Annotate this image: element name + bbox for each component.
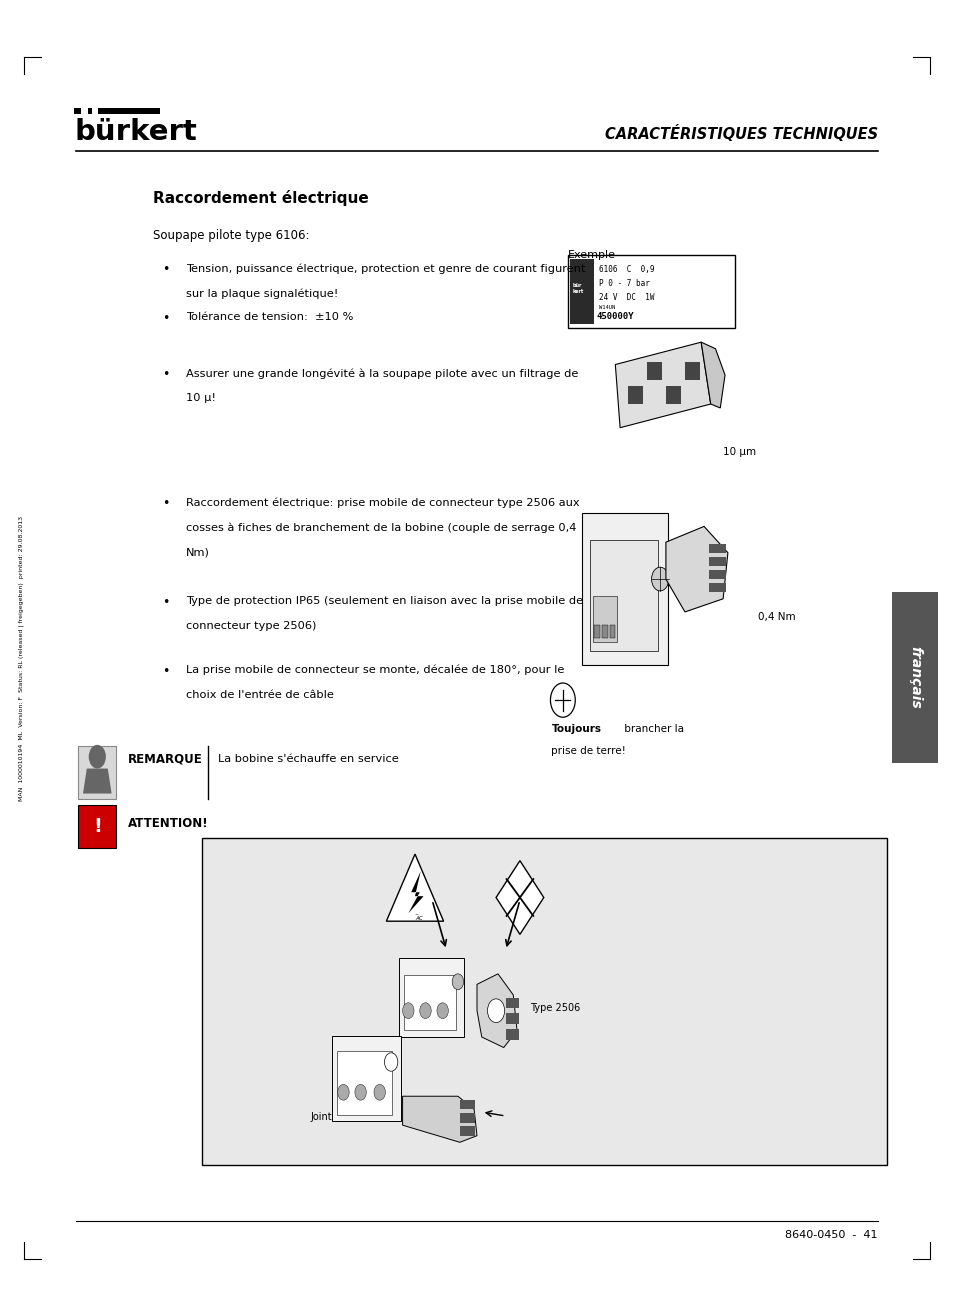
Text: REMARQUE: REMARQUE: [128, 753, 202, 766]
Text: Type 2506: Type 2506: [530, 1003, 580, 1013]
Text: Raccordement électrique: Raccordement électrique: [152, 190, 368, 205]
Text: 24 V  DC  1W: 24 V DC 1W: [598, 293, 654, 303]
Bar: [81, 108, 88, 114]
Text: ~: ~: [415, 912, 418, 917]
Circle shape: [452, 974, 463, 990]
Text: !: !: [92, 817, 102, 836]
Text: 10 µ!: 10 µ!: [186, 393, 215, 404]
Bar: [398, 958, 463, 1037]
Polygon shape: [665, 526, 727, 612]
Text: Raccordement électrique: prise mobile de connecteur type 2506 aux: Raccordement électrique: prise mobile de…: [186, 497, 579, 508]
Text: connecteur type 2506): connecteur type 2506): [186, 621, 316, 632]
Circle shape: [651, 567, 668, 591]
Text: •: •: [162, 368, 170, 382]
Text: français: français: [907, 646, 921, 709]
Bar: [91, 108, 98, 114]
Text: AC: AC: [415, 916, 422, 921]
Text: 10 µm: 10 µm: [722, 447, 756, 458]
Bar: [646, 362, 661, 380]
Bar: [708, 583, 725, 592]
Bar: [459, 1100, 475, 1109]
Circle shape: [89, 745, 106, 769]
Bar: [459, 1113, 475, 1123]
Text: Soupape pilote type 6106:: Soupape pilote type 6106:: [152, 229, 309, 242]
Text: P 0 - 7 bar: P 0 - 7 bar: [598, 279, 649, 288]
Bar: [609, 625, 615, 638]
Bar: [601, 625, 607, 638]
Text: MAN  1000010194  ML  Version: F  Status: RL (released | freigegeben)  printed: 2: MAN 1000010194 ML Version: F Status: RL …: [18, 516, 24, 800]
Circle shape: [402, 1003, 414, 1019]
Polygon shape: [386, 854, 443, 921]
Text: 6106  C  0,9: 6106 C 0,9: [598, 265, 654, 274]
Text: Tolérance de tension:  ±10 %: Tolérance de tension: ±10 %: [186, 312, 353, 322]
Bar: [891, 592, 937, 763]
Text: 8640-0450  -  41: 8640-0450 - 41: [784, 1229, 877, 1240]
Bar: [74, 108, 160, 114]
Text: Type de protection IP65 (seulement en liaison avec la prise mobile de: Type de protection IP65 (seulement en li…: [186, 596, 582, 607]
Text: ATTENTION!: ATTENTION!: [128, 817, 209, 830]
Text: bürkert: bürkert: [74, 118, 197, 146]
Text: brancher la: brancher la: [620, 724, 683, 734]
Bar: [403, 975, 456, 1030]
Polygon shape: [700, 342, 724, 408]
Text: choix de l'entrée de câble: choix de l'entrée de câble: [186, 690, 334, 700]
Bar: [78, 805, 116, 848]
Bar: [627, 386, 642, 404]
Circle shape: [337, 1084, 349, 1100]
Text: cosses à fiches de branchement de la bobine (couple de serrage 0,4: cosses à fiches de branchement de la bob…: [186, 522, 576, 533]
Text: •: •: [162, 596, 170, 609]
Polygon shape: [476, 974, 517, 1048]
Bar: [594, 625, 599, 638]
Bar: [336, 1051, 392, 1115]
Text: Nm): Nm): [186, 547, 210, 558]
Polygon shape: [402, 1096, 476, 1142]
Polygon shape: [615, 342, 710, 428]
Circle shape: [550, 683, 575, 717]
Text: sur la plaque signalétique!: sur la plaque signalétique!: [186, 288, 338, 299]
Bar: [684, 362, 700, 380]
Text: La prise mobile de connecteur se monte, décalée de 180°, pour le: La prise mobile de connecteur se monte, …: [186, 665, 564, 675]
Text: bür
kert: bür kert: [572, 283, 583, 293]
Bar: [593, 596, 617, 642]
Text: W14UN: W14UN: [598, 305, 615, 311]
Bar: [505, 998, 518, 1008]
Bar: [665, 386, 680, 404]
Text: 0,4 Nm: 0,4 Nm: [758, 612, 795, 622]
Polygon shape: [83, 769, 112, 794]
Text: La bobine s'échauffe en service: La bobine s'échauffe en service: [217, 754, 397, 765]
Text: CARACTÉRISTIQUES TECHNIQUES: CARACTÉRISTIQUES TECHNIQUES: [604, 125, 877, 142]
Bar: [78, 746, 116, 799]
Polygon shape: [408, 871, 423, 913]
Text: Joint: Joint: [310, 1112, 332, 1123]
Text: Exemple: Exemple: [567, 250, 615, 261]
Text: Assurer une grande longévité à la soupape pilote avec un filtrage de: Assurer une grande longévité à la soupap…: [186, 368, 578, 379]
Bar: [569, 259, 594, 324]
Bar: [708, 544, 725, 553]
Text: 450000Y: 450000Y: [596, 312, 633, 321]
Bar: [505, 1029, 518, 1040]
Text: Tension, puissance électrique, protection et genre de courant figurent: Tension, puissance électrique, protectio…: [186, 263, 585, 274]
Polygon shape: [496, 861, 543, 934]
Circle shape: [374, 1084, 385, 1100]
Text: prise de terre!: prise de terre!: [551, 746, 625, 757]
Text: •: •: [162, 497, 170, 511]
Bar: [332, 1036, 400, 1121]
Circle shape: [487, 999, 504, 1023]
Bar: [589, 540, 658, 651]
Text: •: •: [162, 665, 170, 678]
Bar: [567, 255, 734, 328]
Bar: [708, 570, 725, 579]
Circle shape: [436, 1003, 448, 1019]
Bar: [459, 1126, 475, 1136]
Bar: [505, 1013, 518, 1024]
Text: •: •: [162, 263, 170, 276]
Bar: [202, 838, 886, 1165]
Text: •: •: [162, 312, 170, 325]
Bar: [581, 513, 667, 665]
Bar: [708, 557, 725, 566]
Circle shape: [355, 1084, 366, 1100]
Circle shape: [419, 1003, 431, 1019]
Circle shape: [384, 1053, 397, 1071]
Text: Toujours: Toujours: [551, 724, 600, 734]
